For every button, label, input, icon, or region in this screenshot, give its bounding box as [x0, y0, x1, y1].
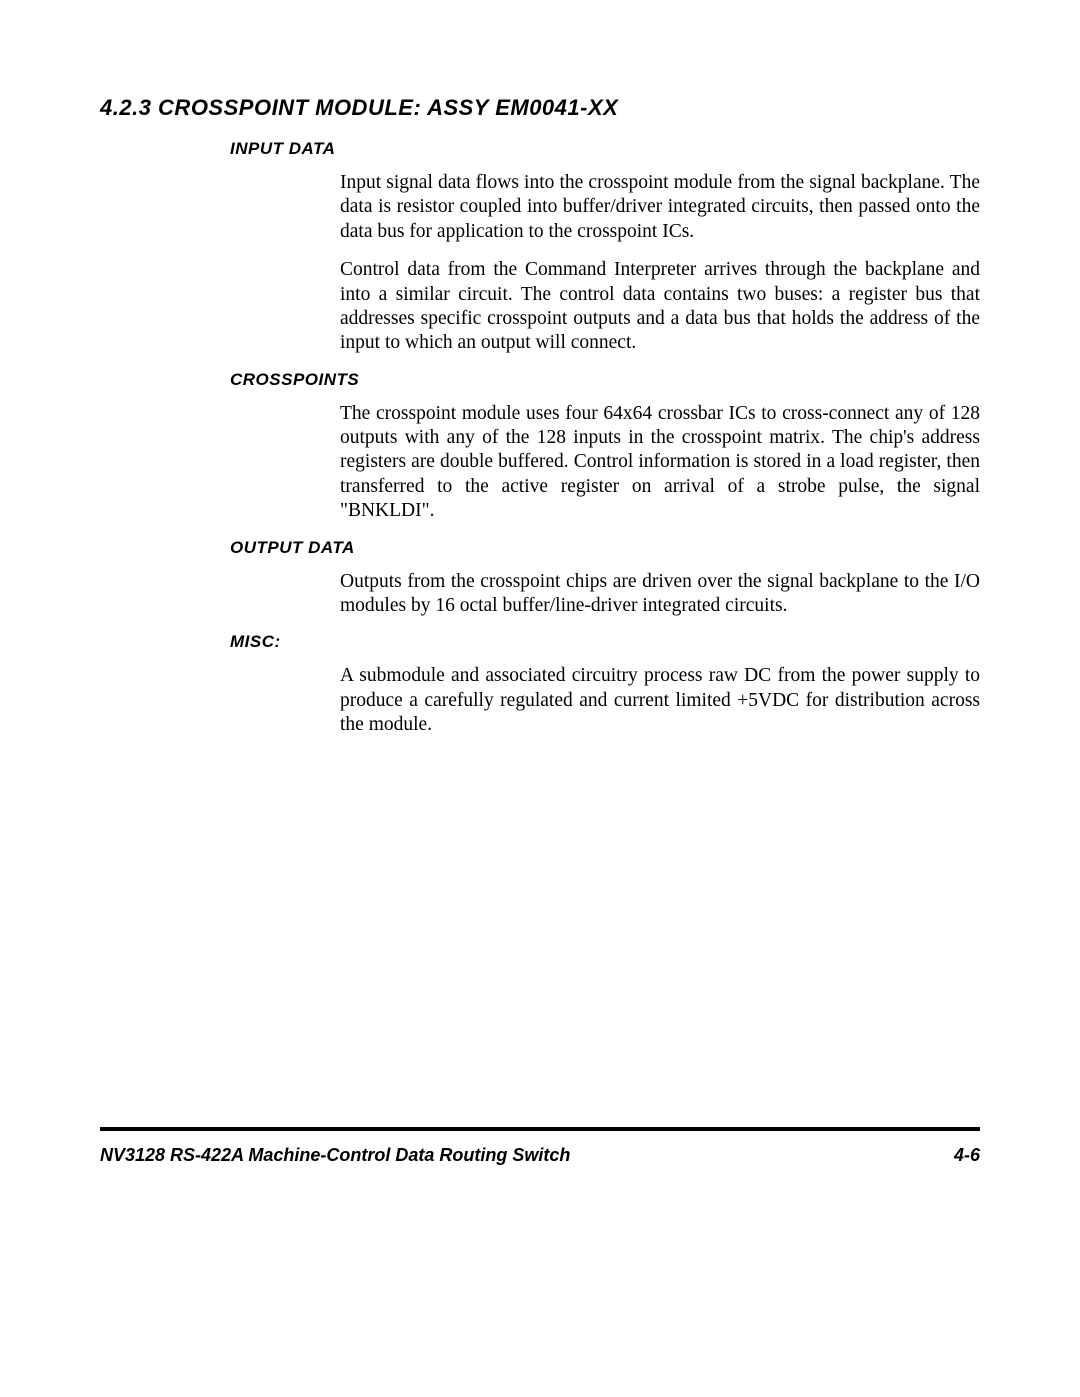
- section-heading: 4.2.3 CROSSPOINT MODULE: ASSY EM0041-XX: [100, 95, 980, 121]
- footer-title: NV3128 RS-422A Machine-Control Data Rout…: [100, 1145, 570, 1166]
- paragraph-misc-1: A submodule and associated circuitry pro…: [340, 664, 980, 737]
- page-content: 4.2.3 CROSSPOINT MODULE: ASSY EM0041-XX …: [100, 95, 980, 751]
- footer-divider: [100, 1127, 980, 1131]
- subheading-output-data: OUTPUT DATA: [230, 538, 980, 558]
- footer-page-number: 4-6: [954, 1145, 980, 1166]
- subheading-input-data: INPUT DATA: [230, 139, 980, 159]
- paragraph-crosspoints-1: The crosspoint module uses four 64x64 cr…: [340, 402, 980, 524]
- paragraph-output-data-1: Outputs from the crosspoint chips are dr…: [340, 570, 980, 619]
- subheading-misc: MISC:: [230, 632, 980, 652]
- paragraph-input-data-2: Control data from the Command Interprete…: [340, 258, 980, 356]
- subheading-crosspoints: CROSSPOINTS: [230, 370, 980, 390]
- page-footer: NV3128 RS-422A Machine-Control Data Rout…: [100, 1145, 980, 1166]
- paragraph-input-data-1: Input signal data flows into the crosspo…: [340, 171, 980, 244]
